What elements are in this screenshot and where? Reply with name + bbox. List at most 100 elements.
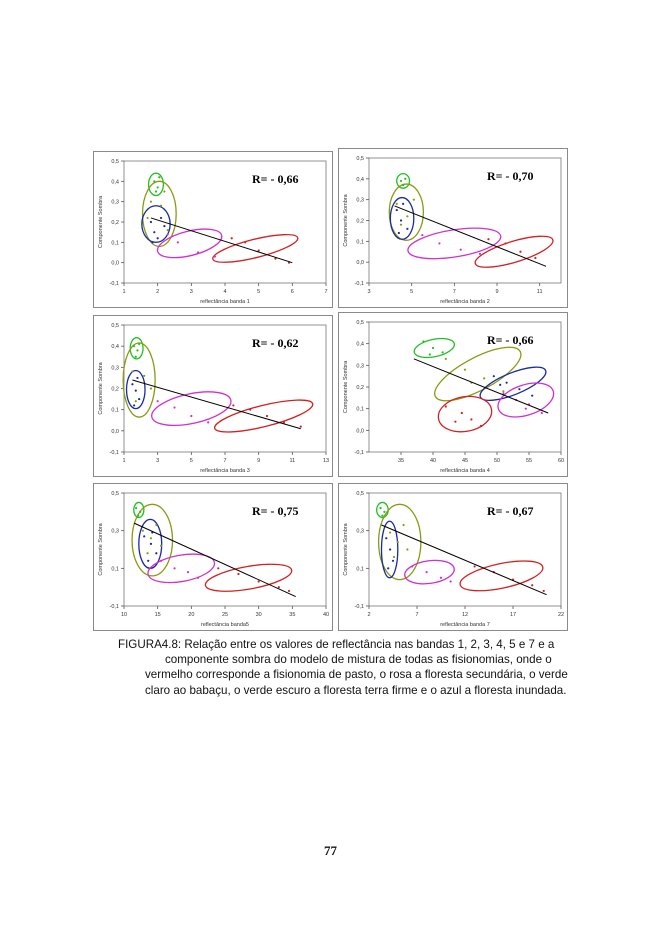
x-tick-label: 55 bbox=[526, 458, 532, 464]
x-tick-label: 17 bbox=[510, 612, 516, 618]
data-point-floresta_inundada bbox=[389, 548, 392, 551]
x-tick-label: 4 bbox=[223, 289, 226, 295]
data-point-floresta_secundaria bbox=[196, 251, 200, 254]
data-point-floresta_secundaria bbox=[540, 411, 543, 415]
x-tick-label: 40 bbox=[430, 458, 436, 464]
caption-line-1: : Relação entre os valores de reflectânc… bbox=[177, 638, 555, 651]
data-point-floresta_inundada bbox=[385, 537, 388, 540]
x-tick-label: 35 bbox=[398, 458, 404, 464]
y-tick-label: -0,1 bbox=[110, 450, 119, 456]
x-tick-label: 3 bbox=[156, 458, 159, 464]
data-point-floresta_inundada bbox=[492, 375, 495, 378]
x-tick-label: 6 bbox=[291, 289, 294, 295]
data-point-babacu bbox=[431, 346, 435, 350]
x-tick-label: 11 bbox=[289, 458, 295, 464]
x-axis-label: reflectância banda 1 bbox=[200, 299, 250, 305]
data-point-floresta_terra_firme bbox=[444, 357, 447, 360]
y-tick-label: 0,2 bbox=[111, 387, 119, 393]
x-tick-label: 10 bbox=[121, 612, 127, 618]
data-point-floresta_secundaria bbox=[196, 576, 200, 579]
x-tick-label: 15 bbox=[155, 612, 161, 618]
x-tick-label: 45 bbox=[462, 458, 468, 464]
x-axis-label: reflectância banda5 bbox=[201, 622, 249, 628]
data-point-babacu bbox=[404, 177, 407, 180]
data-point-babacu bbox=[381, 514, 384, 517]
data-point-floresta_secundaria bbox=[411, 565, 414, 568]
x-tick-label: 1 bbox=[122, 289, 125, 295]
data-point-floresta_secundaria bbox=[438, 242, 441, 245]
trend-line bbox=[381, 524, 547, 596]
x-tick-label: 5 bbox=[410, 289, 413, 295]
y-tick-label: 0,5 bbox=[356, 156, 364, 162]
data-point-babacu bbox=[383, 510, 386, 513]
x-tick-label: 5 bbox=[190, 458, 193, 464]
y-tick-label: 0,3 bbox=[356, 529, 364, 535]
correlation-label: R= - 0,62 bbox=[252, 336, 299, 350]
ellipse-pasto bbox=[212, 233, 299, 263]
ellipse-pasto bbox=[437, 395, 493, 433]
data-point-floresta_inundada bbox=[395, 208, 398, 212]
ellipse-floresta_secundaria bbox=[147, 553, 216, 584]
x-tick-label: 25 bbox=[222, 612, 228, 618]
x-tick-label: 20 bbox=[188, 612, 194, 618]
x-tick-label: 11 bbox=[537, 289, 543, 295]
y-axis-label: Componente Sombra bbox=[343, 193, 349, 246]
ellipse-floresta_inundada bbox=[380, 520, 399, 579]
data-point-floresta_secundaria bbox=[156, 400, 159, 403]
ellipse-pasto bbox=[459, 560, 544, 592]
y-tick-label: 0,4 bbox=[356, 177, 364, 183]
x-tick-label: 22 bbox=[558, 612, 564, 618]
data-point-floresta_inundada bbox=[133, 404, 136, 407]
y-tick-label: 0,5 bbox=[356, 320, 364, 326]
y-tick-label: 0,1 bbox=[111, 408, 119, 414]
x-axis-label: reflectância banda 2 bbox=[440, 299, 490, 305]
data-point-floresta_inundada bbox=[399, 219, 403, 222]
data-point-floresta_terra_firme bbox=[146, 216, 149, 220]
data-point-pasto bbox=[479, 424, 483, 428]
data-point-pasto bbox=[487, 238, 490, 241]
x-tick-label: 3 bbox=[367, 289, 370, 295]
y-axis-label: Componente Sombra bbox=[343, 360, 349, 413]
y-tick-label: 0,3 bbox=[111, 365, 119, 371]
data-point-babacu bbox=[139, 510, 142, 513]
data-point-floresta_secundaria bbox=[166, 233, 169, 236]
data-point-babacu bbox=[158, 176, 161, 179]
y-tick-label: 0,2 bbox=[356, 219, 364, 225]
x-tick-label: 7 bbox=[324, 289, 327, 295]
scatter-chart-svg: -0,10,00,10,20,30,40,51 3 5 7 9 11 13reflectân… bbox=[98, 323, 329, 474]
data-point-floresta_terra_firme bbox=[399, 223, 403, 226]
x-tick-label: 7 bbox=[453, 289, 456, 295]
ellipse-babacu bbox=[129, 337, 144, 360]
data-point-floresta_inundada bbox=[499, 383, 502, 386]
data-point-floresta_secundaria bbox=[190, 414, 193, 418]
caption-line-4: claro ao babaçu, o verde escuro a flores… bbox=[145, 683, 567, 697]
y-tick-label: -0,1 bbox=[110, 604, 119, 610]
correlation-label: R= - 0,67 bbox=[487, 504, 534, 518]
data-point-floresta_secundaria bbox=[425, 571, 428, 574]
data-point-pasto bbox=[470, 418, 473, 421]
scatter-chart-svg: -0,1 0,1 0,3 0,5 10 15 20 25 30 35 40 reflectância … bbox=[98, 491, 329, 628]
y-tick-label: 0,0 bbox=[111, 429, 119, 435]
trend-line bbox=[150, 217, 293, 264]
scatter-panel-banda-4: -0,1 0,0 0,1 0,2 0,3 0,4 0,5 35 40 45 50 55 60 reflec… bbox=[338, 312, 568, 477]
data-point-pasto bbox=[534, 256, 537, 260]
y-tick-label: 0,3 bbox=[356, 363, 364, 369]
data-point-babacu bbox=[136, 349, 139, 352]
y-tick-label: 0,0 bbox=[111, 261, 119, 267]
data-point-floresta_terra_firme bbox=[396, 540, 399, 544]
caption-line-2: componente sombra do modelo de mistura d… bbox=[165, 653, 552, 667]
data-point-pasto bbox=[542, 589, 545, 593]
y-tick-label: 0,5 bbox=[111, 323, 119, 329]
ellipse-babacu bbox=[133, 501, 145, 519]
ellipse-floresta_terra_firme bbox=[377, 503, 422, 581]
data-point-floresta_inundada bbox=[155, 552, 158, 555]
x-tick-label: 7 bbox=[415, 612, 418, 618]
data-point-floresta_terra_firme bbox=[402, 523, 405, 527]
trend-line bbox=[133, 522, 296, 598]
y-tick-label: 0,2 bbox=[111, 220, 119, 226]
data-point-babacu bbox=[153, 180, 156, 183]
x-tick-label: 9 bbox=[257, 458, 260, 464]
x-tick-label: 1 bbox=[122, 458, 125, 464]
data-point-pasto bbox=[504, 242, 507, 245]
scatter-panel-banda-1: -0,1 0,0 0,1 0,2 0,3 0,4 0,5 1 2 3 4 5 6 7 reflectânci… bbox=[93, 151, 333, 308]
